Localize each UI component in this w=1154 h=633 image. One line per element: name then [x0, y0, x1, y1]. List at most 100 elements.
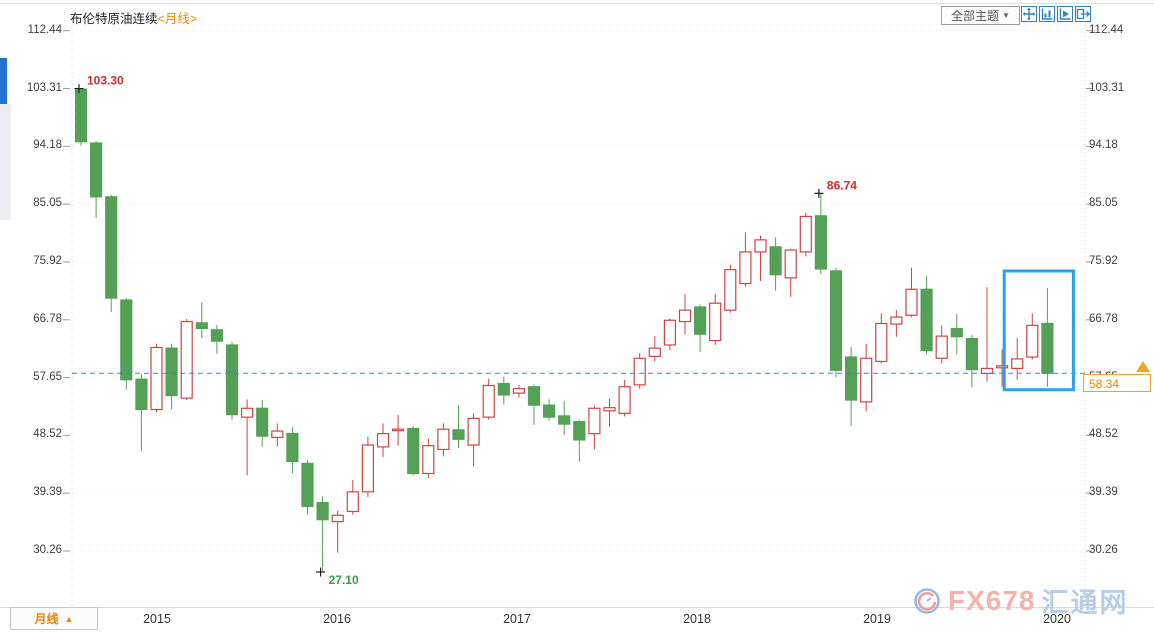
- y-axis-label-right: 66.78: [1089, 312, 1118, 325]
- candle-body: [678, 309, 692, 323]
- candle-body: [210, 329, 223, 342]
- watermark: FX678 汇通网: [912, 581, 1129, 620]
- y-axis-label-right: 30.26: [1089, 543, 1118, 556]
- candle-body: [120, 299, 133, 381]
- candle-body: [573, 420, 586, 441]
- annotation-price-label: 103.30: [87, 74, 124, 88]
- candle-body: [980, 367, 994, 375]
- candle-body: [467, 417, 480, 446]
- chart-toolbar: [1021, 6, 1091, 22]
- candle-body: [271, 430, 284, 439]
- y-axis-label-right: 85.05: [1089, 197, 1118, 210]
- left-scrollbar-segment[interactable]: [0, 58, 7, 104]
- candle-body: [633, 357, 646, 386]
- current-price-tag: 58.34: [1083, 374, 1151, 393]
- watermark-site: 汇通网: [1041, 588, 1129, 618]
- candle-body: [512, 388, 526, 394]
- candle-body: [74, 88, 88, 143]
- candle-body: [452, 429, 465, 440]
- candle-body: [135, 378, 148, 411]
- top-border-line: [0, 3, 1154, 4]
- y-axis-label-right: 48.52: [1089, 428, 1118, 441]
- candle-body: [542, 404, 556, 418]
- highlight-box: [1002, 269, 1075, 392]
- candle-body: [180, 320, 193, 399]
- candle-body: [890, 316, 903, 325]
- y-axis-label-left: 57.65: [33, 370, 62, 383]
- timeframe-tag: <月线>: [157, 12, 198, 26]
- candle-body: [286, 433, 299, 463]
- bar-chart-axis-icon[interactable]: [1039, 6, 1055, 22]
- candle-body: [407, 427, 420, 475]
- candle-body: [497, 382, 510, 396]
- candle-body: [754, 239, 767, 253]
- candle-body: [814, 215, 828, 270]
- candle-body: [331, 514, 344, 523]
- candle-body: [1011, 358, 1024, 369]
- candle-body: [361, 444, 374, 493]
- candle-body: [618, 386, 631, 414]
- candle-body: [709, 302, 722, 342]
- y-axis-label-right: 94.18: [1089, 139, 1118, 152]
- candle-body: [588, 407, 601, 435]
- y-axis-label-left: 39.39: [33, 486, 62, 499]
- triangle-up-icon: ▲: [64, 613, 74, 624]
- y-axis-label-left: 48.52: [33, 428, 62, 441]
- watermark-brand: FX678: [948, 584, 1036, 616]
- annotation-price-label: 27.10: [329, 573, 359, 587]
- candle-body: [346, 491, 359, 513]
- candle-body: [905, 288, 918, 316]
- candle-body: [995, 365, 1009, 369]
- candle-body: [1026, 324, 1039, 358]
- y-axis-label-left: 112.44: [27, 23, 62, 36]
- exit-right-icon[interactable]: [1075, 6, 1091, 22]
- y-axis-label-right: 112.44: [1089, 23, 1124, 36]
- candle-body: [950, 327, 963, 338]
- play-chart-axis-icon[interactable]: [1057, 6, 1073, 22]
- x-axis-year-label: 2020: [1043, 612, 1071, 626]
- candle-body: [693, 306, 707, 335]
- candle-body: [256, 407, 269, 437]
- y-axis-label-left: 30.26: [33, 543, 62, 556]
- candle-body: [860, 357, 873, 403]
- timeframe-tab-label: 月线: [34, 612, 59, 626]
- candle-body: [799, 215, 812, 253]
- chart-title: 布伦特原油连续<月线>: [70, 8, 197, 27]
- candle-body: [241, 407, 254, 418]
- candle-body: [195, 322, 208, 330]
- candle-body: [829, 270, 843, 371]
- x-axis-year-label: 2018: [683, 612, 711, 626]
- candle-body: [965, 338, 979, 371]
- y-axis-label-right: 39.39: [1089, 486, 1118, 499]
- y-axis-label-left: 85.05: [33, 197, 62, 210]
- candle-body: [558, 415, 571, 425]
- candle-body: [875, 322, 888, 363]
- y-axis-label-left: 103.31: [26, 81, 62, 94]
- candle-body: [89, 142, 103, 198]
- candle-body: [225, 344, 239, 416]
- annotation-plus-marker: [74, 84, 84, 94]
- candle-body: [769, 246, 782, 276]
- candle-body: [150, 346, 163, 411]
- candle-body: [603, 407, 616, 412]
- candle-body: [724, 269, 737, 311]
- chevron-down-icon: ▼: [1002, 11, 1010, 20]
- candle-body: [527, 386, 541, 406]
- symbol-name: 布伦特原油连续: [70, 12, 158, 26]
- candle-body: [935, 335, 948, 359]
- x-axis-line: [0, 607, 1154, 608]
- annotation-price-label: 86.74: [827, 178, 857, 192]
- candle-body: [301, 462, 314, 508]
- left-scrollbar-track[interactable]: [0, 104, 11, 220]
- candle-body: [422, 445, 435, 475]
- themes-dropdown[interactable]: 全部主题 ▼: [941, 6, 1020, 25]
- candle-body: [316, 502, 329, 521]
- y-axis-label-right: 75.92: [1089, 254, 1118, 267]
- timeframe-tab-monthly[interactable]: 月线 ▲: [10, 607, 98, 630]
- crosshair-icon[interactable]: [1021, 6, 1037, 22]
- candle-body: [482, 384, 495, 418]
- candle-body: [663, 319, 677, 346]
- candle-body: [437, 428, 450, 451]
